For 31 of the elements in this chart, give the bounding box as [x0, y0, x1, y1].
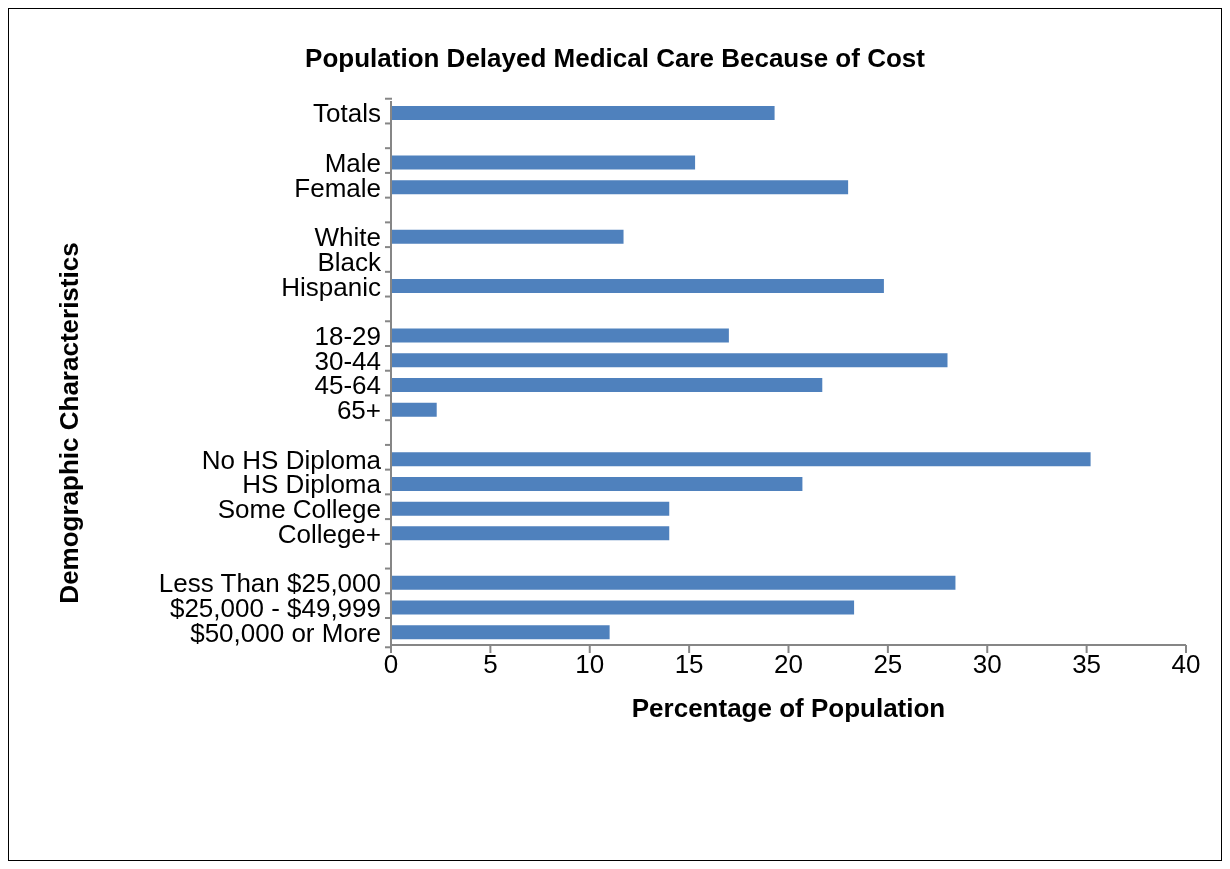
bar [391, 353, 948, 368]
y-tick-label: No HS Diploma [201, 444, 382, 475]
x-tick-label: 10 [575, 649, 605, 680]
x-tick-label: 25 [873, 649, 903, 680]
x-tick-label: 5 [483, 649, 498, 680]
bar [391, 180, 849, 195]
x-tick-label: 30 [972, 649, 1002, 680]
y-tick-label: Totals [313, 98, 381, 129]
bar [391, 279, 884, 294]
bar [391, 526, 670, 541]
bar [391, 229, 624, 244]
bar [391, 625, 610, 640]
y-axis-title: Demographic Characteristics [53, 242, 85, 604]
x-tick-label: 15 [674, 649, 704, 680]
bar [391, 328, 729, 343]
bar [391, 106, 775, 120]
x-tick-label: 20 [774, 649, 803, 680]
x-axis-title: Percentage of Population [631, 693, 946, 723]
x-tick-label: 0 [383, 649, 399, 680]
bar [391, 378, 823, 392]
bar [391, 476, 803, 491]
x-tick-label: 35 [1072, 649, 1102, 680]
bar [391, 600, 855, 615]
bar [391, 402, 437, 417]
bar [391, 575, 956, 590]
x-tick-label: 40 [1171, 649, 1201, 680]
bar [391, 452, 1091, 467]
bar [391, 155, 696, 170]
y-tick-label: Less Than $25,000 [158, 568, 381, 599]
chart-title: Population Delayed Medical Care Because of Cost [304, 43, 926, 74]
bar [391, 501, 670, 516]
